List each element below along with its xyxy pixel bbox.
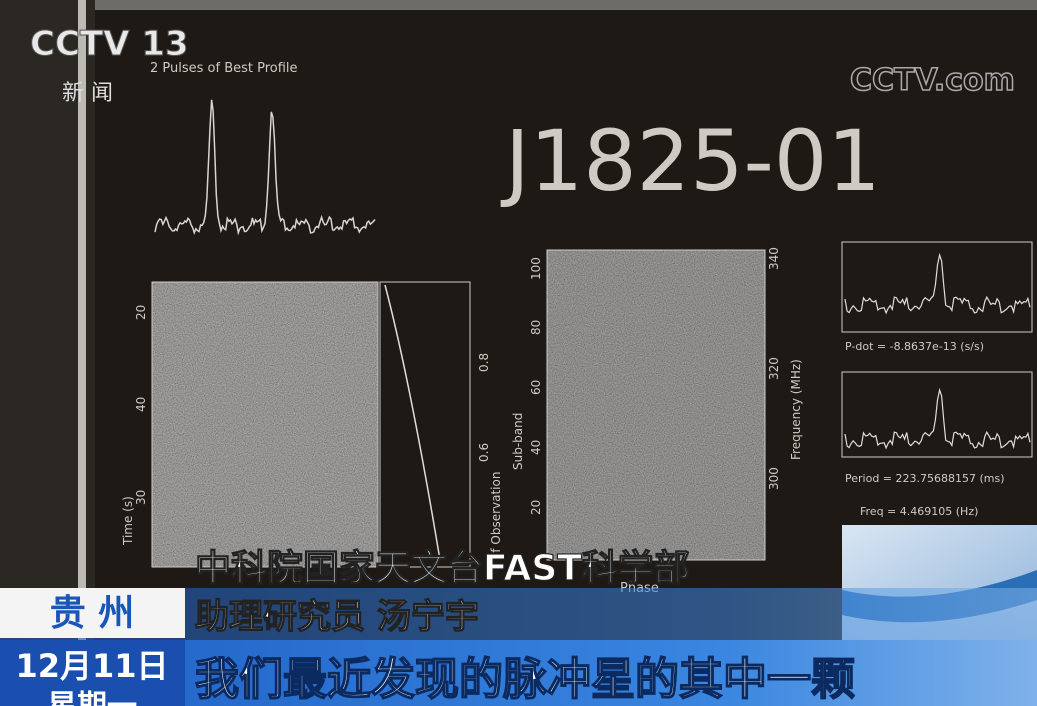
tick-label: 20 <box>529 500 543 515</box>
tick-label: 340 <box>767 247 781 270</box>
tick-label: 80 <box>529 320 543 335</box>
tick-label: 30 <box>134 490 148 505</box>
waterfall-mid-frame <box>546 249 766 561</box>
tick-label: 20 <box>134 305 148 320</box>
period-frame <box>841 371 1033 458</box>
plot-title: 2 Pulses of Best Profile <box>150 61 298 76</box>
tick-label: 100 <box>529 257 543 280</box>
pdot-curve <box>844 252 1031 315</box>
tick-label: 40 <box>529 440 543 455</box>
panel-label: P-dot = -8.8637e-13 (s/s) <box>845 340 984 353</box>
channel-logo: CCTV 13 <box>30 24 189 64</box>
pulsar-name: J1825-01 <box>500 112 881 210</box>
location: 贵 州 <box>50 593 135 634</box>
waterfall-left-frame <box>151 281 379 568</box>
tick-label: 0.8 <box>477 353 491 372</box>
pdot-frame <box>841 241 1033 333</box>
channel-sub: 新 闻 <box>62 81 113 106</box>
subtitle: 我们最近发现的脉冲星的其中一颗 <box>195 654 855 705</box>
profile-curve <box>154 99 376 236</box>
tick-label: 40 <box>134 397 148 412</box>
axis-label: Sub-band <box>511 413 525 470</box>
top-edge <box>95 0 1037 10</box>
cumulative-frame <box>379 281 471 568</box>
date-box <box>0 640 185 706</box>
axis-label: of Observation <box>489 472 503 560</box>
tick-label: 320 <box>767 357 781 380</box>
tick-label: 0.6 <box>477 443 491 462</box>
tick-label: 300 <box>767 467 781 490</box>
axis-label: Time (s) <box>121 496 135 546</box>
panel-label: Period = 223.75688157 (ms) <box>845 472 1005 485</box>
speaker-title: 助理研究员 汤宁宇 <box>195 597 479 637</box>
tick-label: 60 <box>529 380 543 395</box>
waterfall-left <box>152 282 378 567</box>
location-box <box>0 588 185 638</box>
speaker-org: 中科院国家天文台FAST科学部 <box>195 547 690 589</box>
waterfall-mid <box>547 250 765 560</box>
period-curve <box>844 387 1031 450</box>
watermark: CCTV.com <box>850 63 1015 98</box>
weekday: 星期一 <box>47 689 137 706</box>
date: 12月11日 <box>15 647 168 685</box>
bezel-edge <box>78 0 86 640</box>
panel-label: Freq = 4.469105 (Hz) <box>860 505 978 518</box>
axis-label: Frequency (MHz) <box>789 359 803 460</box>
cumulative-curve <box>384 284 441 561</box>
